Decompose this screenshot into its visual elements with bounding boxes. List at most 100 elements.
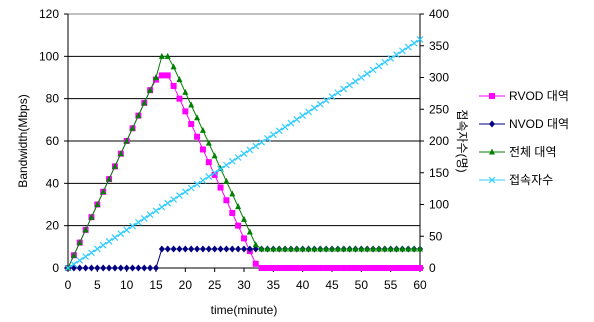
data-point — [76, 264, 83, 272]
x-tick-label: 5 — [94, 278, 101, 292]
data-point — [375, 265, 382, 271]
data-point — [405, 245, 412, 252]
data-point — [264, 265, 271, 271]
data-point — [299, 112, 307, 120]
data-point — [117, 264, 124, 272]
data-point — [88, 213, 95, 220]
data-point — [158, 72, 165, 79]
data-point — [417, 265, 423, 271]
data-point — [252, 241, 259, 248]
data-point — [123, 137, 130, 144]
data-point — [240, 150, 248, 158]
legend-label: RVOD 대역 — [509, 89, 569, 103]
data-point — [358, 265, 365, 271]
data-point — [293, 265, 300, 271]
data-point — [129, 124, 136, 131]
data-point — [410, 39, 418, 47]
data-point — [211, 152, 218, 159]
data-point — [346, 81, 354, 89]
data-point — [188, 245, 195, 253]
data-point — [370, 265, 377, 271]
y2-tick-label: 350 — [429, 39, 449, 53]
data-point — [106, 264, 113, 272]
data-point — [94, 264, 101, 272]
data-point — [194, 133, 201, 140]
data-point — [82, 226, 89, 233]
data-point — [258, 245, 265, 252]
data-point — [399, 245, 406, 252]
legend-marker — [488, 176, 496, 184]
data-point — [282, 265, 289, 271]
data-point — [194, 114, 201, 121]
x-tick-label: 30 — [237, 278, 251, 292]
data-point — [269, 131, 277, 139]
data-point — [241, 235, 247, 242]
data-point — [405, 265, 412, 271]
data-point — [194, 245, 201, 253]
data-point — [134, 218, 142, 226]
x-tick-label: 55 — [384, 278, 398, 292]
data-point — [328, 93, 336, 100]
data-point — [188, 121, 195, 128]
data-point — [199, 146, 206, 153]
x-tick-label: 25 — [208, 278, 222, 292]
data-point — [176, 192, 183, 200]
data-point — [411, 245, 418, 252]
y2-axis-label: 접속자수(명) — [455, 109, 469, 172]
data-point — [199, 245, 206, 253]
data-point — [258, 265, 265, 271]
data-point — [346, 245, 353, 252]
data-point — [293, 245, 300, 252]
data-point — [70, 260, 78, 268]
data-point — [340, 265, 347, 271]
y2-tick-label: 200 — [429, 134, 449, 148]
data-point — [88, 249, 95, 257]
data-point — [287, 265, 294, 271]
data-point — [117, 150, 124, 157]
data-point — [205, 139, 212, 146]
data-point — [100, 188, 107, 195]
data-point — [370, 245, 377, 252]
data-point — [176, 76, 183, 83]
data-point — [252, 260, 259, 267]
data-point — [241, 245, 247, 253]
data-point — [229, 190, 236, 197]
data-point — [381, 58, 389, 66]
data-point — [246, 146, 254, 154]
y2-tick-label: 0 — [429, 261, 436, 275]
data-point — [334, 89, 342, 97]
data-point — [363, 70, 371, 78]
data-point — [299, 265, 306, 271]
data-point — [76, 239, 83, 246]
y-tick-label: 100 — [39, 49, 59, 63]
data-point — [387, 265, 394, 271]
data-point — [229, 245, 236, 253]
data-point — [352, 265, 359, 271]
y2-tick-label: 400 — [429, 7, 449, 21]
data-point — [235, 245, 242, 253]
data-point — [211, 171, 218, 178]
data-point — [357, 74, 365, 81]
data-point — [170, 195, 178, 203]
y2-tick-label: 50 — [429, 229, 443, 243]
data-point — [293, 115, 301, 123]
data-point — [375, 245, 382, 252]
series — [64, 35, 424, 272]
data-point — [111, 162, 118, 169]
data-point — [305, 108, 312, 116]
data-point — [158, 203, 166, 211]
data-point — [141, 99, 148, 106]
y-tick-label: 60 — [46, 134, 60, 148]
data-point — [305, 265, 312, 271]
data-point — [140, 215, 148, 222]
data-point — [276, 245, 283, 252]
data-point — [182, 245, 189, 253]
data-point — [352, 77, 359, 85]
data-point — [311, 265, 318, 271]
y-tick-label: 40 — [46, 176, 60, 190]
x-tick-label: 60 — [413, 278, 427, 292]
x-tick-label: 0 — [65, 278, 72, 292]
data-point — [117, 230, 125, 238]
x-tick-label: 15 — [149, 278, 163, 292]
